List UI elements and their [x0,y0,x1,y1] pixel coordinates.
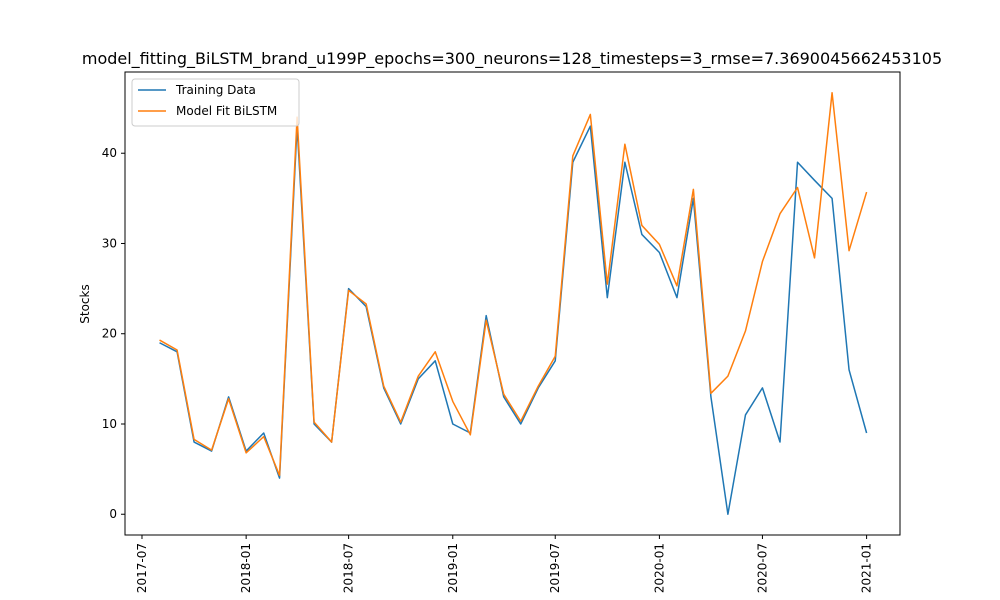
x-tick-label: 2019-01 [446,543,460,593]
axes-frame [124,71,901,536]
x-tick-label: 2019-07 [548,543,562,593]
y-tick-label: 0 [109,507,117,521]
x-axis: 2017-07 2018-01 2018-07 2019-01 2019-07 2020-… [135,535,874,593]
x-tick-label: 2020-07 [755,543,769,593]
x-tick-label: 2021-01 [860,543,874,593]
series-line-1 [159,92,868,477]
x-tick-label: 2018-07 [342,543,356,593]
y-tick-label: 20 [102,327,117,341]
y-axis-label: Stocks [78,284,92,323]
y-axis: 0 10 20 30 40 [102,146,125,521]
chart-title: model_fitting_BiLSTM_brand_u199P_epochs=… [82,49,942,69]
legend-label-0: Training Data [175,83,256,97]
legend: Training Data Model Fit BiLSTM [131,78,300,127]
series-line-0 [159,125,868,515]
plot-area [159,92,868,515]
legend-box [131,78,300,127]
x-tick-label: 2017-07 [135,543,149,593]
y-tick-label: 10 [102,417,117,431]
y-tick-label: 40 [102,146,117,160]
x-tick-label: 2018-01 [239,543,253,593]
x-tick-label: 2020-01 [652,543,666,593]
y-tick-label: 30 [102,236,117,250]
legend-label-1: Model Fit BiLSTM [176,104,277,118]
